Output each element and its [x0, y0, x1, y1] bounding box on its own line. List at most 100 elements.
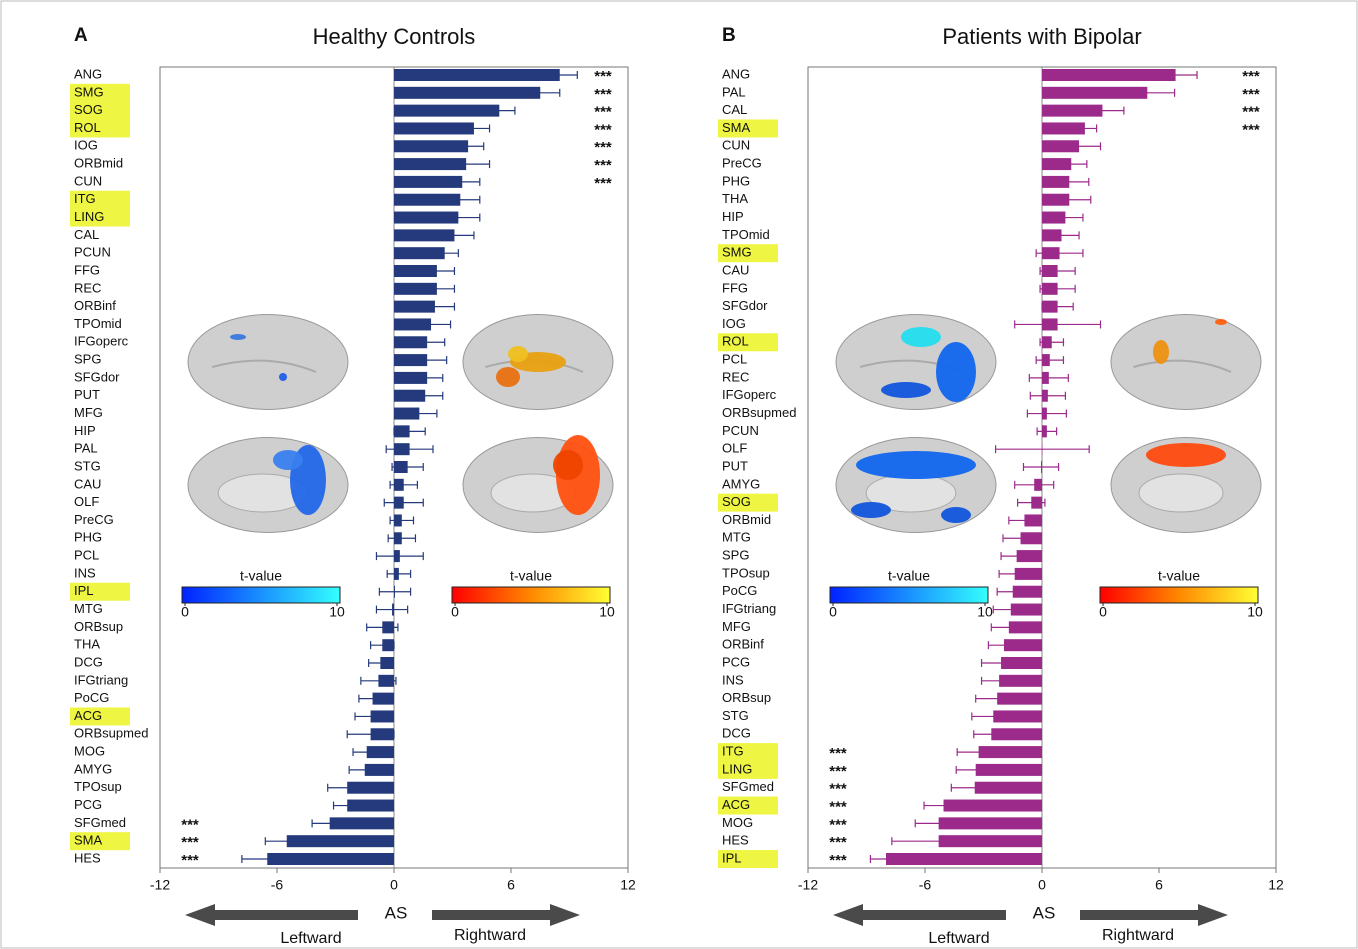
colorbar-tick-label: 0 [451, 604, 459, 620]
x-tick-label: -12 [150, 877, 170, 893]
bar [997, 692, 1042, 705]
bar [394, 496, 404, 509]
label-highlight [70, 832, 130, 851]
category-label: ORBsupmed [722, 405, 796, 420]
bar [286, 835, 394, 848]
category-label: TPOsup [722, 565, 770, 580]
bar [394, 69, 560, 81]
category-label: ANG [74, 66, 102, 81]
category-label: ORBmid [722, 512, 771, 527]
bar [1042, 211, 1066, 224]
category-label: DCG [722, 726, 751, 741]
bar [394, 354, 428, 367]
brain-activation [881, 382, 931, 398]
x-tick-label: 12 [1268, 877, 1284, 893]
category-label: SMA [722, 120, 751, 135]
bar [347, 799, 394, 812]
bar [1042, 122, 1085, 135]
brain-activation [1146, 443, 1226, 467]
bar [978, 746, 1042, 759]
significance-label: *** [829, 781, 847, 798]
arrow-right [1080, 904, 1228, 926]
bar [991, 728, 1042, 741]
bar [1031, 496, 1042, 509]
category-label: SOG [722, 494, 751, 509]
category-label: IFGtriang [74, 672, 128, 687]
significance-label: *** [1242, 86, 1260, 103]
bar [1042, 354, 1050, 367]
brain-activation [230, 334, 246, 340]
brain-activation [508, 346, 528, 362]
category-label: SFGdor [74, 369, 120, 384]
category-label: AMYG [74, 761, 112, 776]
bar [1042, 300, 1058, 313]
category-label: REC [722, 369, 749, 384]
category-label: FFG [722, 280, 748, 295]
bar [366, 746, 394, 759]
bar [394, 461, 408, 473]
significance-label: *** [594, 175, 612, 192]
bar [394, 265, 437, 277]
bar [1042, 229, 1062, 242]
category-label: CAL [74, 227, 99, 242]
bar [1042, 389, 1048, 402]
brain-sulcus [211, 359, 317, 373]
brain-activation [273, 450, 303, 470]
x-tick-label: -6 [271, 877, 284, 893]
category-label: ORBsupmed [74, 726, 148, 741]
bar [370, 728, 394, 741]
category-label: SMG [74, 84, 104, 99]
bar [372, 692, 394, 705]
category-label: STG [74, 458, 101, 473]
bar [394, 158, 467, 171]
bar [380, 657, 394, 669]
x-tick-label: -12 [798, 877, 818, 893]
brain-activation [1153, 340, 1169, 364]
panel-label: A [74, 25, 88, 46]
category-label: OLF [722, 441, 747, 456]
category-label: PCUN [722, 423, 759, 438]
brain-lateral [187, 314, 349, 410]
bar [1008, 621, 1042, 634]
brain-activation [901, 327, 941, 347]
brain-lateral [462, 314, 614, 410]
bar [370, 710, 394, 723]
category-label: PCUN [74, 245, 111, 260]
category-label: MOG [722, 815, 753, 830]
category-label: PUT [722, 458, 748, 473]
category-label: MTG [74, 601, 103, 616]
bar [394, 300, 435, 313]
bar [394, 211, 459, 224]
bar [347, 781, 394, 794]
colorbar-tick-label: 10 [977, 604, 993, 620]
category-label: PCL [722, 352, 747, 367]
bar [1012, 585, 1042, 598]
panel-label: B [722, 25, 736, 46]
x-tick-label: -6 [919, 877, 932, 893]
bar [394, 122, 474, 135]
category-label: SFGmed [74, 815, 126, 830]
brain-lateral [1110, 314, 1262, 410]
colorbar-label: t-value [240, 568, 282, 584]
chart-title: Patients with Bipolar [942, 24, 1141, 49]
bar [1042, 69, 1176, 81]
category-label: PreCG [722, 156, 762, 171]
bar [394, 567, 399, 580]
category-label: ACG [74, 708, 102, 723]
category-label: ORBinf [74, 298, 116, 313]
label-highlight [70, 190, 130, 209]
label-highlight [70, 119, 130, 138]
category-label: ITG [74, 191, 96, 206]
significance-label: *** [829, 852, 847, 869]
category-label: PUT [74, 387, 100, 402]
bar [1042, 247, 1060, 260]
bar [1020, 532, 1042, 545]
category-label: TPOmid [722, 227, 770, 242]
brain-medial [187, 437, 349, 533]
significance-label: *** [1242, 104, 1260, 121]
significance-label: *** [181, 834, 199, 851]
x-tick-label: 0 [1038, 877, 1046, 893]
brain-outline [1110, 314, 1262, 410]
x-tick-label: 0 [390, 877, 398, 893]
bar [394, 193, 461, 206]
